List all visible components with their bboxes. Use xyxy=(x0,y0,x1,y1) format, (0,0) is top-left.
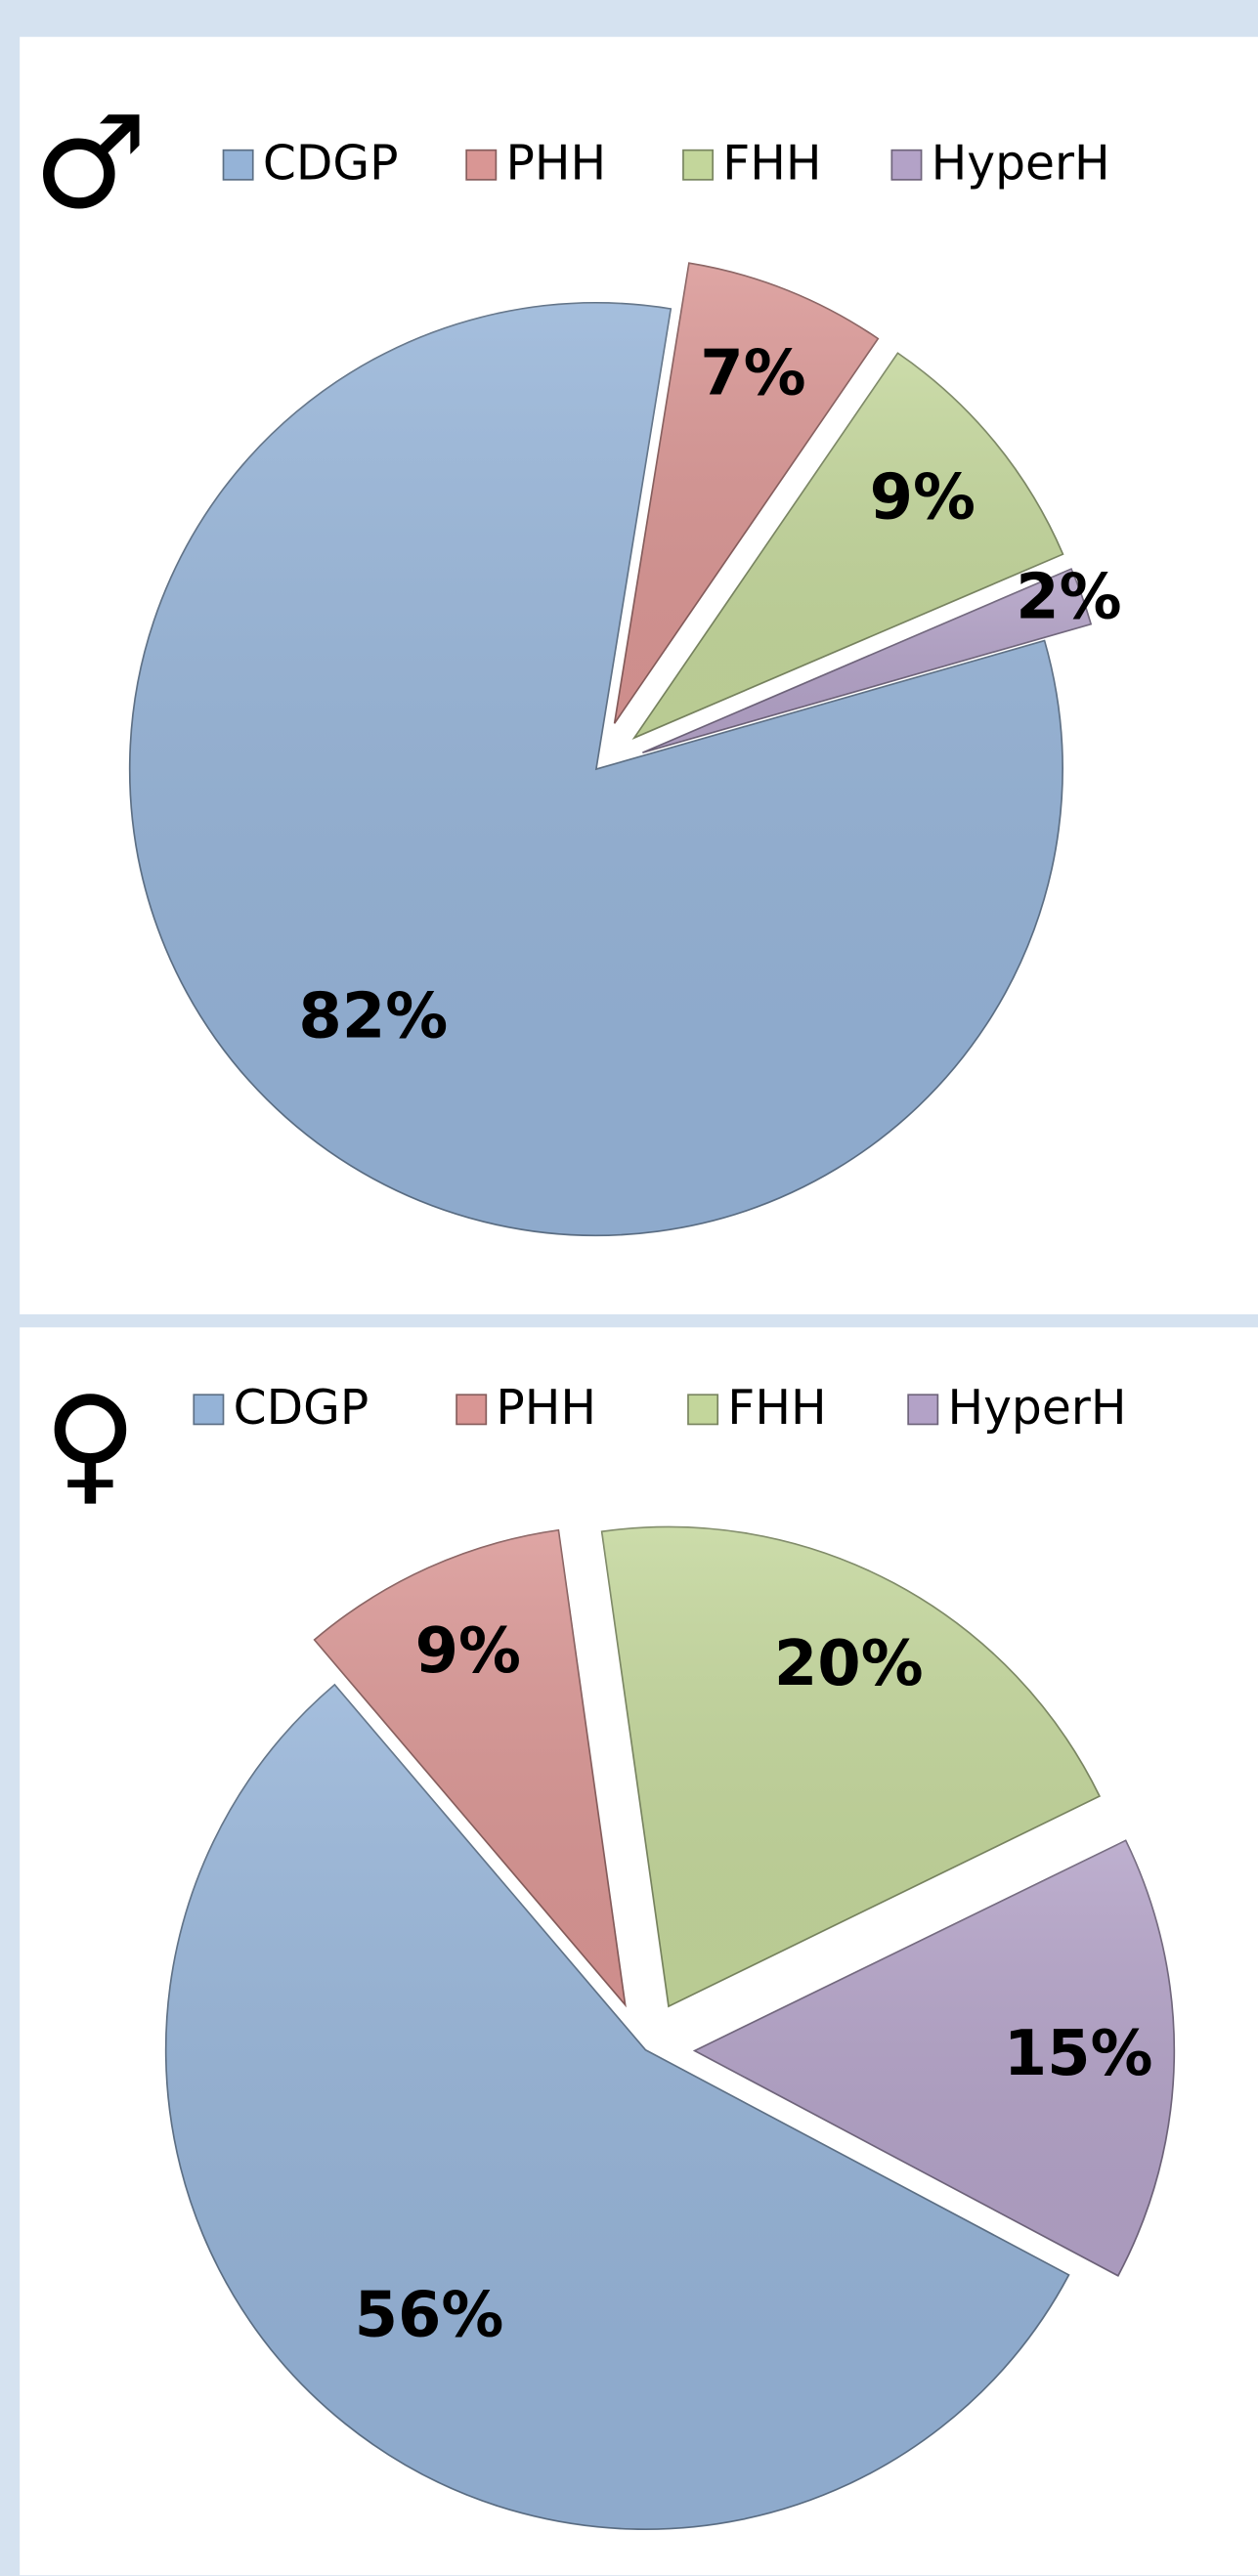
value-label: 82% xyxy=(298,981,448,1053)
value-label: 9% xyxy=(415,1615,521,1688)
legend-swatch xyxy=(193,1394,225,1426)
gender-symbol: ♂ xyxy=(33,88,148,237)
value-label: 20% xyxy=(774,1628,924,1700)
legend-swatch xyxy=(222,149,254,181)
gender-symbol: ♀ xyxy=(43,1368,137,1518)
legend-swatch xyxy=(687,1394,719,1426)
value-label: 2% xyxy=(1016,561,1121,633)
value-label: 56% xyxy=(355,2279,504,2351)
legend-swatch xyxy=(455,1394,488,1426)
legend-swatch xyxy=(890,149,923,181)
value-label: 15% xyxy=(1004,2018,1153,2090)
legend-label: CDGP xyxy=(234,1381,369,1436)
legend-label: HyperH xyxy=(947,1381,1126,1436)
legend-label: CDGP xyxy=(263,136,399,191)
legend-label: FHH xyxy=(722,136,821,191)
legend-label: HyperH xyxy=(932,136,1110,191)
legend-swatch xyxy=(682,149,715,181)
value-label: 9% xyxy=(870,461,976,534)
legend-label: FHH xyxy=(727,1381,826,1436)
legend-swatch xyxy=(907,1394,939,1426)
legend-swatch xyxy=(465,149,498,181)
legend-label: PHH xyxy=(496,1381,596,1436)
value-label: 7% xyxy=(700,337,805,409)
legend-label: PHH xyxy=(505,136,606,191)
